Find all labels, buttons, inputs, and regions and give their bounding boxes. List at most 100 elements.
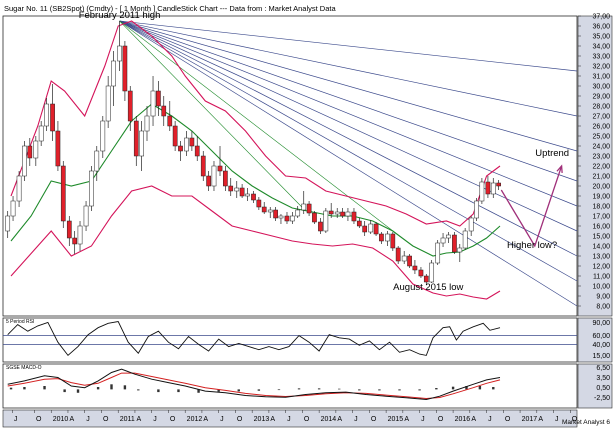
macd-line [7, 368, 501, 401]
price-tick-label: 15,00 [592, 233, 610, 240]
macd-histogram-bar [451, 386, 455, 390]
time-tick-label: J [287, 416, 291, 423]
candle-body [412, 265, 418, 271]
candle-body [479, 181, 485, 202]
candle-body [401, 255, 407, 262]
time-axis [2, 409, 578, 428]
candle-body [440, 237, 446, 244]
time-tick-label: O [505, 416, 511, 423]
fan-line [119, 20, 578, 72]
price-tick-label: 34,00 [592, 43, 610, 50]
time-tick-label: J [86, 416, 90, 423]
candle-body [306, 203, 312, 214]
price-tick-label: 36,00 [592, 23, 610, 30]
candle-body [295, 209, 301, 217]
candle-body [379, 233, 384, 242]
macd-histogram-bar [63, 389, 66, 393]
price-tick-label: 26,00 [592, 123, 610, 130]
price-tick-label: 18,00 [592, 203, 610, 210]
macd-histogram-bar [317, 388, 321, 390]
macd-histogram-bar [465, 386, 468, 390]
candle-body [468, 217, 474, 232]
candle-body [328, 210, 334, 215]
macd-tick-label: -2,50 [594, 395, 610, 402]
price-tick-label: 11,00 [593, 273, 610, 280]
time-tick-label: O [438, 416, 444, 423]
rsi-tick-label: 40,00 [592, 342, 610, 349]
fan-line [119, 20, 578, 232]
macd-histogram-bar [492, 387, 495, 390]
time-tick-label: O [572, 416, 578, 423]
time-tick-label: J [421, 416, 425, 423]
rsi-panel [2, 317, 578, 363]
time-tick-label: 2015 [388, 416, 404, 423]
candle-body [27, 145, 33, 159]
candle-body [217, 165, 223, 172]
candle-body [340, 211, 345, 217]
candle-body [117, 45, 122, 62]
chart-title: Sugar No. 11 (SB2Spot) (Cmdty) - [ 1 Mon… [4, 4, 336, 13]
macd-tick-label: 3,50 [596, 375, 610, 382]
candle-body [111, 60, 116, 87]
macd-histogram-bar [157, 389, 160, 393]
candle-body [150, 90, 156, 117]
macd-histogram-bar [197, 389, 200, 393]
time-tick-label: A [69, 416, 74, 423]
candle-body [133, 120, 139, 157]
macd-axis [577, 363, 613, 409]
price-tick-label: 33,00 [592, 53, 610, 60]
candle-body [368, 223, 374, 233]
macd-histogram-bar [277, 389, 281, 391]
candle-body [211, 165, 217, 187]
candle-body [256, 199, 262, 208]
rsi-axis [577, 317, 613, 363]
macd-label: SGSE MACD-O [6, 365, 42, 371]
time-tick-label: 2013 [254, 416, 270, 423]
macd-tick-label: 0,50 [596, 385, 610, 392]
candle-body [239, 187, 245, 197]
candle-body [156, 90, 161, 107]
candle-body [245, 193, 250, 197]
candle-body [390, 233, 396, 249]
candle-body [55, 130, 61, 167]
price-tick-label: 20,00 [592, 183, 610, 190]
price-tick-label: 21,00 [592, 173, 610, 180]
candle-body [10, 200, 16, 217]
candle-body [22, 145, 27, 177]
price-tick-label: 16,00 [592, 223, 610, 230]
price-tick-label: 31,00 [592, 73, 610, 80]
macd-histogram-bar [478, 386, 482, 390]
price-tick-label: 13,00 [592, 253, 610, 260]
candle-body [139, 130, 144, 157]
candle-body [273, 209, 278, 219]
fan-line [119, 20, 578, 257]
time-tick-label: A [203, 416, 208, 423]
candle-body [33, 140, 39, 159]
candle-body [105, 85, 111, 122]
candle-body [261, 206, 267, 213]
time-tick-label: O [36, 416, 42, 423]
macd-panel [2, 363, 578, 409]
candle-body [407, 255, 412, 267]
macd-histogram-bar [358, 389, 361, 391]
candle-body [189, 137, 195, 147]
time-tick-label: J [488, 416, 492, 423]
time-tick-label: A [337, 416, 342, 423]
price-tick-label: 35,00 [592, 33, 610, 40]
projection-path [500, 165, 563, 248]
macd-histogram-bar [23, 387, 26, 390]
macd-histogram-bar [435, 388, 438, 390]
candle-body [122, 45, 128, 92]
candle-body [490, 182, 496, 195]
price-tick-label: 23,00 [592, 153, 610, 160]
price-tick-label: 25,00 [592, 133, 610, 140]
candle-body [127, 90, 133, 122]
time-tick-label: J [153, 416, 157, 423]
macd-histogram-bar [217, 389, 220, 392]
macd-histogram-bar [43, 386, 46, 390]
price-tick-label: 27,00 [592, 113, 610, 120]
macd-histogram-bar [76, 389, 80, 393]
price-tick-label: 14,00 [592, 243, 610, 250]
candle-body [356, 220, 362, 227]
